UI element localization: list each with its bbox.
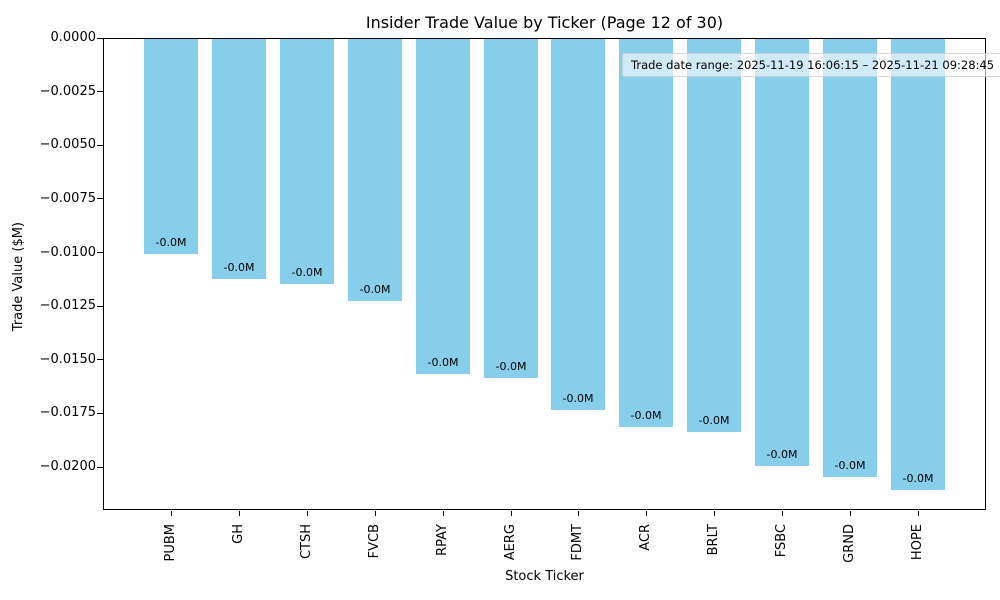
x-tick-mark (646, 511, 648, 516)
x-tick-mark (238, 511, 240, 516)
bar-value-label: -0.0M (630, 409, 662, 422)
y-tick-mark (97, 198, 103, 200)
bar-value-label: -0.0M (495, 360, 527, 373)
bar-value-label: -0.0M (562, 392, 594, 405)
y-tick-label: −0.0150 (39, 351, 96, 367)
x-tick-label: FSBC (774, 524, 790, 558)
y-tick-mark (97, 305, 103, 307)
x-tick-label: BRLT (706, 524, 722, 556)
x-tick-label: FDMT (570, 524, 586, 561)
x-tick-mark (714, 511, 716, 516)
x-tick-label: GH (230, 524, 246, 544)
bar-fvcb: -0.0M (348, 39, 402, 301)
x-tick-label: ACR (638, 524, 654, 551)
plot-area: -0.0M -0.0M -0.0M -0.0M -0.0M -0.0M -0.0M -0.0M… (103, 38, 986, 510)
bar-value-label: -0.0M (766, 448, 798, 461)
bar-fsbc: -0.0M (755, 39, 809, 466)
y-tick-label: −0.0025 (39, 83, 96, 99)
bar-hope: -0.0M (891, 39, 945, 490)
x-tick-label: CTSH (298, 524, 314, 560)
bar-rpay: -0.0M (416, 39, 470, 374)
x-tick-mark (850, 511, 852, 516)
bar-fdmt: -0.0M (551, 39, 605, 410)
y-tick-label: −0.0075 (39, 190, 96, 206)
x-tick-label: HOPE (910, 524, 926, 561)
bar-value-label: -0.0M (834, 459, 866, 472)
x-tick-mark (442, 511, 444, 516)
x-tick-label: FVCB (366, 524, 382, 559)
x-tick-label: RPAY (434, 524, 450, 556)
bar-value-label: -0.0M (698, 414, 730, 427)
y-tick-label: 0.0000 (50, 30, 97, 45)
y-tick-label: −0.0200 (39, 459, 96, 475)
bar-gh: -0.0M (212, 39, 266, 279)
x-tick-label: AERG (502, 524, 518, 561)
y-tick-mark (97, 252, 103, 254)
bar-brlt: -0.0M (687, 39, 741, 432)
x-tick-mark (306, 511, 308, 516)
bar-value-label: -0.0M (223, 261, 255, 274)
x-tick-mark (510, 511, 512, 516)
bar-value-label: -0.0M (291, 266, 323, 279)
y-tick-label: −0.0050 (39, 137, 96, 153)
bar-value-label: -0.0M (427, 356, 459, 369)
y-tick-label: −0.0125 (39, 298, 96, 314)
y-tick-mark (97, 37, 103, 39)
chart-title: Insider Trade Value by Ticker (Page 12 o… (365, 13, 724, 32)
bar-acr: -0.0M (619, 39, 673, 427)
bar-grnd: -0.0M (823, 39, 877, 477)
y-tick-label: −0.0175 (39, 405, 96, 421)
y-tick-mark (97, 91, 103, 93)
x-tick-mark (374, 511, 376, 516)
bar-ctsh: -0.0M (280, 39, 334, 284)
bar-value-label: -0.0M (902, 472, 934, 485)
bar-pubm: -0.0M (144, 39, 198, 254)
x-tick-mark (170, 511, 172, 516)
x-tick-mark (782, 511, 784, 516)
y-tick-mark (97, 144, 103, 146)
y-tick-mark (97, 412, 103, 414)
bar-value-label: -0.0M (155, 236, 187, 249)
y-axis-label: Trade Value ($M) (11, 222, 26, 332)
x-tick-label: PUBM (162, 524, 178, 562)
y-tick-label: −0.0100 (39, 244, 96, 260)
x-axis-label: Stock Ticker (505, 569, 584, 584)
bar-aerg: -0.0M (484, 39, 538, 378)
x-tick-label: GRND (842, 524, 858, 563)
annotation-box: Trade date range: 2025-11-19 16:06:15 – … (622, 53, 1000, 77)
bar-value-label: -0.0M (359, 283, 391, 296)
x-tick-mark (918, 511, 920, 516)
x-tick-mark (578, 511, 580, 516)
y-tick-mark (97, 359, 103, 361)
y-tick-mark (97, 466, 103, 468)
